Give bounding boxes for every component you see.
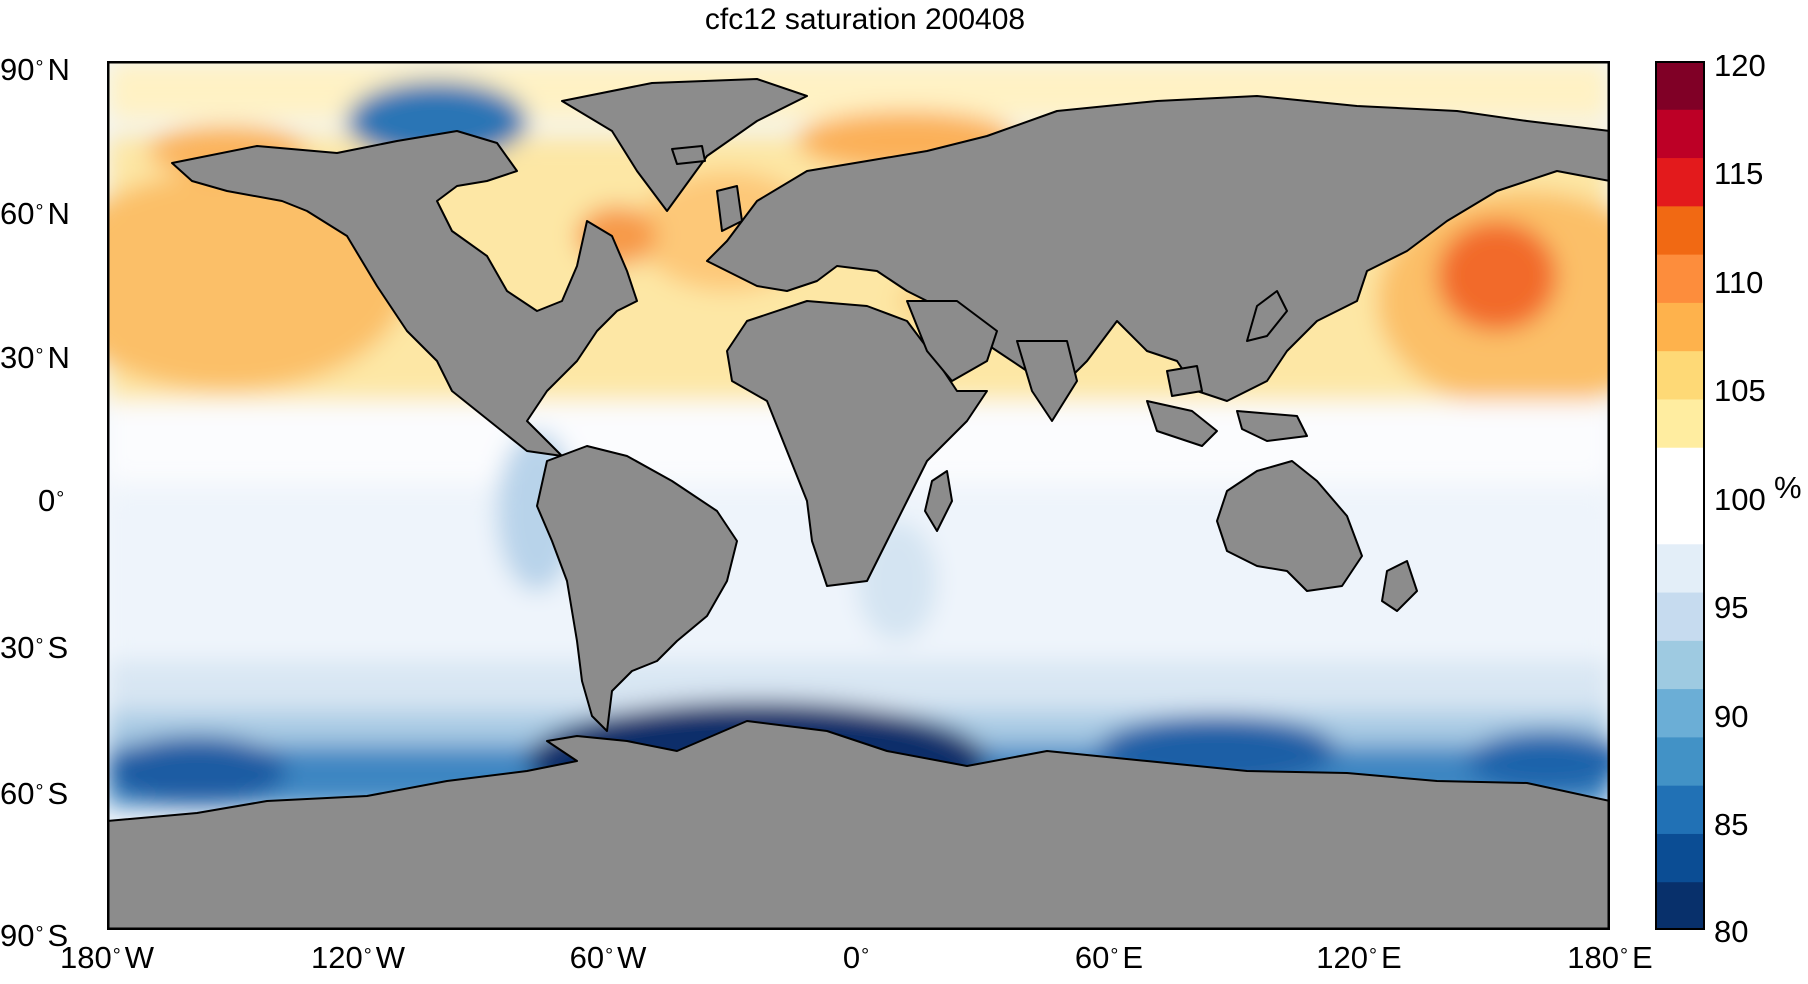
lon-label-180w: 180° W bbox=[60, 940, 154, 975]
iceland bbox=[671, 145, 706, 165]
india bbox=[1016, 340, 1078, 422]
greenland bbox=[561, 78, 808, 212]
lat-label-0: 0° bbox=[38, 483, 65, 518]
new-guinea bbox=[1236, 410, 1308, 442]
colorbar-segment bbox=[1655, 61, 1705, 110]
lon-label-180e: 180° E bbox=[1567, 940, 1653, 975]
colorbar-segment bbox=[1655, 785, 1705, 834]
lon-label-60e: 60° E bbox=[1074, 940, 1144, 975]
arabian-peninsula bbox=[906, 300, 998, 382]
australia bbox=[1216, 460, 1363, 592]
colorbar-tick-90: 90 bbox=[1714, 699, 1749, 734]
antarctica bbox=[107, 720, 1610, 930]
colorbar-tick-110: 110 bbox=[1714, 265, 1764, 300]
lat-label-30n: 30° N bbox=[0, 340, 70, 375]
lat-label-90s: 90° S bbox=[0, 918, 69, 953]
lat-label-90n: 90° N bbox=[0, 52, 70, 87]
map-title: cfc12 saturation 200408 bbox=[704, 3, 1026, 36]
madagascar bbox=[924, 470, 953, 532]
map-frame bbox=[107, 61, 1610, 930]
colorbar-segment bbox=[1655, 254, 1705, 303]
colorbar-tick-100: 100 bbox=[1714, 482, 1766, 517]
indonesia bbox=[1146, 400, 1218, 447]
colorbar-segment bbox=[1655, 109, 1705, 159]
land bbox=[107, 78, 1610, 930]
lon-label-120e: 120° E bbox=[1316, 940, 1402, 975]
colorbar bbox=[1655, 61, 1705, 930]
colorbar-segment bbox=[1655, 833, 1705, 883]
lon-label-60w: 60° W bbox=[569, 940, 647, 975]
colorbar-segment bbox=[1655, 688, 1705, 738]
colorbar-segment bbox=[1655, 495, 1705, 545]
saturation-map bbox=[107, 61, 1610, 930]
colorbar-segment bbox=[1655, 350, 1705, 400]
colorbar-segment bbox=[1655, 640, 1705, 690]
japan bbox=[1246, 290, 1288, 342]
colorbar-segment bbox=[1655, 302, 1705, 352]
lon-label-0: 0° bbox=[842, 940, 870, 975]
colorbar-segment bbox=[1655, 736, 1705, 786]
colorbar-segment bbox=[1655, 592, 1705, 641]
colorbar-tick-95: 95 bbox=[1714, 590, 1749, 625]
colorbar-segment bbox=[1655, 447, 1705, 496]
north-america bbox=[171, 130, 638, 457]
colorbar-tick-80: 80 bbox=[1714, 914, 1749, 949]
colorbar-segment bbox=[1655, 157, 1705, 207]
british-isles bbox=[716, 185, 743, 232]
new-zealand bbox=[1381, 560, 1418, 612]
colorbar-segment bbox=[1655, 881, 1705, 930]
colorbar-segment bbox=[1655, 543, 1705, 593]
borneo bbox=[1166, 365, 1203, 397]
colorbar-segment bbox=[1655, 205, 1705, 255]
colorbar-tick-115: 115 bbox=[1714, 156, 1764, 191]
colorbar-unit: % bbox=[1774, 470, 1802, 505]
lat-label-60n: 60° N bbox=[0, 196, 70, 231]
lat-label-30s: 30° S bbox=[0, 630, 69, 665]
colorbar-segment bbox=[1655, 398, 1705, 448]
lat-label-60s: 60° S bbox=[0, 776, 69, 811]
colorbar-tick-120: 120 bbox=[1714, 48, 1766, 83]
lon-label-120w: 120° W bbox=[311, 940, 405, 975]
colorbar-border bbox=[1655, 61, 1705, 930]
africa bbox=[726, 300, 988, 587]
map-border bbox=[107, 61, 1610, 930]
colorbar-tick-105: 105 bbox=[1714, 373, 1766, 408]
colorbar-tick-85: 85 bbox=[1714, 807, 1749, 842]
south-america bbox=[536, 445, 738, 732]
